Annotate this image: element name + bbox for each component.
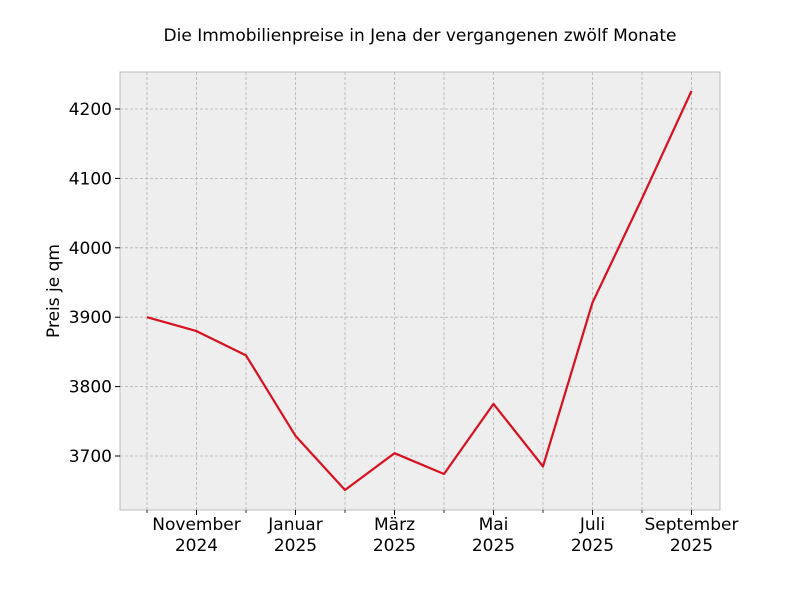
x-tick-label: September xyxy=(645,515,739,535)
y-tick-label: 4200 xyxy=(69,100,112,120)
plot-area xyxy=(119,71,721,511)
y-tick-label: 4100 xyxy=(69,169,112,189)
x-tick-label: 2025 xyxy=(373,536,416,556)
x-tick-label: März xyxy=(374,515,415,535)
x-tick-label: 2025 xyxy=(571,536,614,556)
x-axis: November2024Januar2025März2025Mai2025Jul… xyxy=(146,510,739,556)
y-axis: 3700 3800 3900 4000 4100 4200 xyxy=(69,100,120,467)
chart-title: Die Immobilienpreise in Jena der vergang… xyxy=(163,26,677,46)
x-tick-label: Juli xyxy=(579,515,605,535)
y-tick-label: 3800 xyxy=(69,378,112,398)
price-line xyxy=(146,90,693,492)
x-tick-label: November xyxy=(152,515,240,535)
y-tick-label: 3700 xyxy=(69,447,112,467)
x-tick-label: 2025 xyxy=(670,536,713,556)
x-tick-label: 2024 xyxy=(175,536,218,556)
x-tick-label: Januar xyxy=(267,515,322,535)
grid-lines xyxy=(120,72,720,510)
y-tick-label: 3900 xyxy=(69,308,112,328)
x-tick-label: Mai xyxy=(479,515,509,535)
x-tick-label: 2025 xyxy=(472,536,515,556)
y-tick-label: 4000 xyxy=(69,239,112,259)
x-tick-label: 2025 xyxy=(274,536,317,556)
